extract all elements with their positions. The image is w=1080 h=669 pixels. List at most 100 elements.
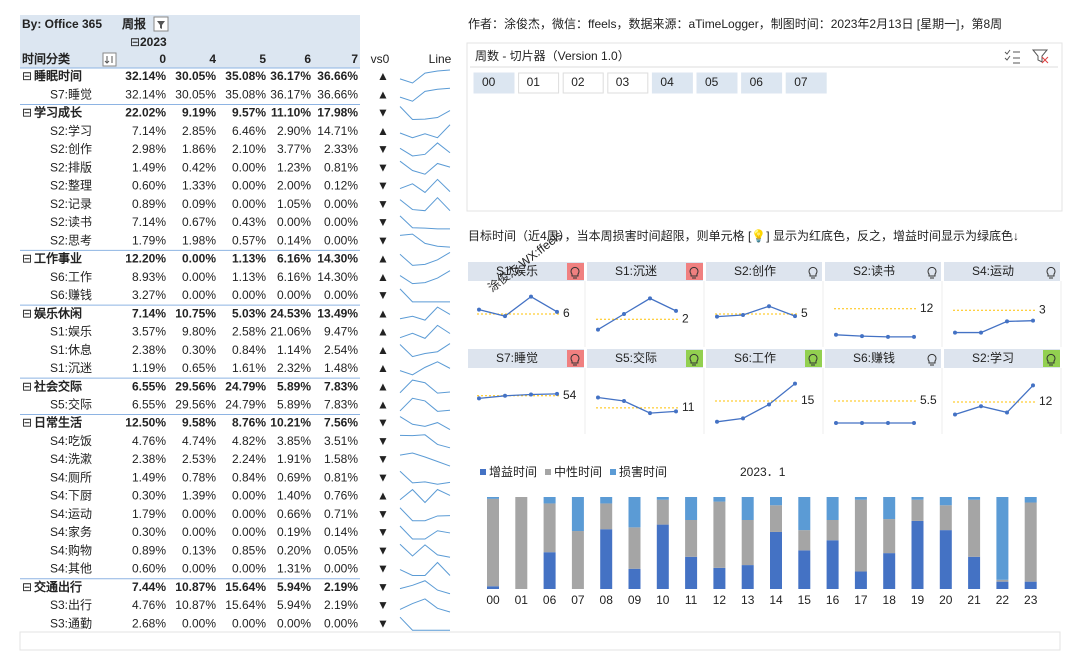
- x-tick-label: 21: [967, 593, 981, 607]
- sparkline: [399, 288, 450, 303]
- icon-stroke: [1004, 49, 1020, 64]
- data-point: [674, 409, 678, 414]
- bar-segment: [996, 497, 1009, 580]
- cell: 14.30%: [317, 270, 358, 284]
- bar-segment: [1024, 502, 1037, 582]
- clear-filter-icon[interactable]: [1031, 49, 1049, 64]
- cell: 10.21%: [270, 416, 311, 430]
- trend-arrow: ▲: [377, 325, 389, 339]
- data-line: [597, 297, 677, 331]
- cell: 6.16%: [277, 252, 311, 266]
- cell: 2.19%: [324, 580, 358, 594]
- cell: 0.00%: [277, 215, 311, 229]
- slicer-button[interactable]: [607, 72, 649, 94]
- x-tick-label: 08: [600, 593, 614, 607]
- column-header: 6: [304, 52, 311, 66]
- multi-select-icon[interactable]: [1004, 49, 1020, 64]
- bar-segment: [571, 497, 584, 532]
- cell: 0.84%: [232, 343, 266, 357]
- data-point: [1005, 319, 1009, 324]
- sparkline: [399, 160, 451, 175]
- data-point: [979, 404, 983, 409]
- bar-segment: [883, 553, 896, 589]
- slicer-button[interactable]: [785, 72, 827, 94]
- sort-button[interactable]: [102, 52, 117, 67]
- sparkline: [399, 215, 450, 230]
- data-point: [912, 421, 916, 425]
- bar-segment: [741, 497, 754, 520]
- cell: 30.05%: [175, 69, 216, 83]
- cell: 0.30%: [182, 343, 216, 357]
- panel-title: S2:学习: [972, 350, 1014, 365]
- collapse-icon: ⊟: [22, 416, 32, 430]
- data-line: [478, 295, 558, 317]
- cell: 36.17%: [270, 87, 311, 101]
- sparkline: [399, 142, 451, 157]
- cell: 0.42%: [182, 160, 216, 174]
- cell: 0.84%: [232, 470, 266, 484]
- slicer-button[interactable]: [696, 72, 738, 94]
- cell: 36.17%: [270, 69, 311, 83]
- slicer-button[interactable]: [562, 72, 604, 94]
- icon-stroke: [1031, 49, 1049, 63]
- cell: 0.00%: [182, 525, 216, 539]
- data-point: [767, 402, 771, 407]
- cell: 0.00%: [277, 288, 311, 302]
- cell: 2.54%: [324, 343, 358, 357]
- group-label: 娱乐休闲: [34, 305, 82, 320]
- row-label: S6:赚钱: [50, 287, 92, 302]
- panel-title-bg: [468, 262, 584, 281]
- data-point: [953, 412, 957, 417]
- bar-segment: [656, 497, 669, 500]
- cell: 0.00%: [182, 507, 216, 521]
- row-label: S2:整理: [50, 178, 92, 193]
- progress-track: [19, 631, 1061, 651]
- target-label: 2: [682, 311, 689, 325]
- x-tick-label: 17: [854, 593, 868, 607]
- cell: 0.00%: [232, 288, 266, 302]
- trend-arrow: ▼: [377, 197, 389, 211]
- bar-segment: [515, 497, 528, 589]
- cell: 9.57%: [232, 106, 266, 120]
- data-line: [478, 393, 558, 400]
- bar-segment: [826, 497, 839, 520]
- bar-segment: [656, 499, 669, 525]
- slicer-button[interactable]: [651, 72, 693, 94]
- bar-segment: [543, 552, 556, 589]
- slicer-button-label: 04: [660, 75, 674, 89]
- cell: 5.03%: [232, 306, 266, 320]
- x-tick-label: 16: [826, 593, 840, 607]
- sparkline: [399, 324, 451, 339]
- slicer-button[interactable]: [741, 72, 783, 94]
- slicer-button[interactable]: [473, 72, 515, 94]
- row-label: S4:吃饭: [50, 434, 92, 448]
- cell: 35.08%: [225, 69, 266, 83]
- cell: 1.86%: [182, 142, 216, 156]
- data-point: [1031, 318, 1035, 323]
- cell: 3.51%: [324, 434, 358, 448]
- cell: 36.66%: [317, 69, 358, 83]
- cell: 0.30%: [132, 489, 166, 503]
- cell: 0.89%: [132, 543, 166, 557]
- slicer-button-label: 02: [571, 75, 585, 89]
- panel-title: S6:工作: [734, 351, 776, 365]
- trend-arrow: ▼: [377, 160, 389, 174]
- row-label: S4:家务: [50, 524, 92, 539]
- data-point: [834, 421, 838, 425]
- group-label: 学习成长: [34, 105, 83, 120]
- cell: 0.30%: [132, 525, 166, 539]
- bulb-cell: [567, 350, 584, 367]
- bar-segment: [1024, 581, 1037, 589]
- sparkline: [399, 178, 451, 194]
- data-point: [529, 294, 533, 299]
- target-label: 3: [1039, 302, 1046, 316]
- cell: 0.85%: [232, 543, 266, 557]
- panel-title: S6:赚钱: [853, 350, 895, 365]
- target-label: 6: [563, 306, 570, 320]
- data-point: [648, 411, 652, 416]
- slicer-button[interactable]: [518, 72, 560, 94]
- cell: 1.49%: [132, 160, 166, 174]
- trend-arrow: ▼: [377, 179, 389, 193]
- sparkline: [399, 361, 451, 376]
- cell: 17.98%: [317, 106, 358, 120]
